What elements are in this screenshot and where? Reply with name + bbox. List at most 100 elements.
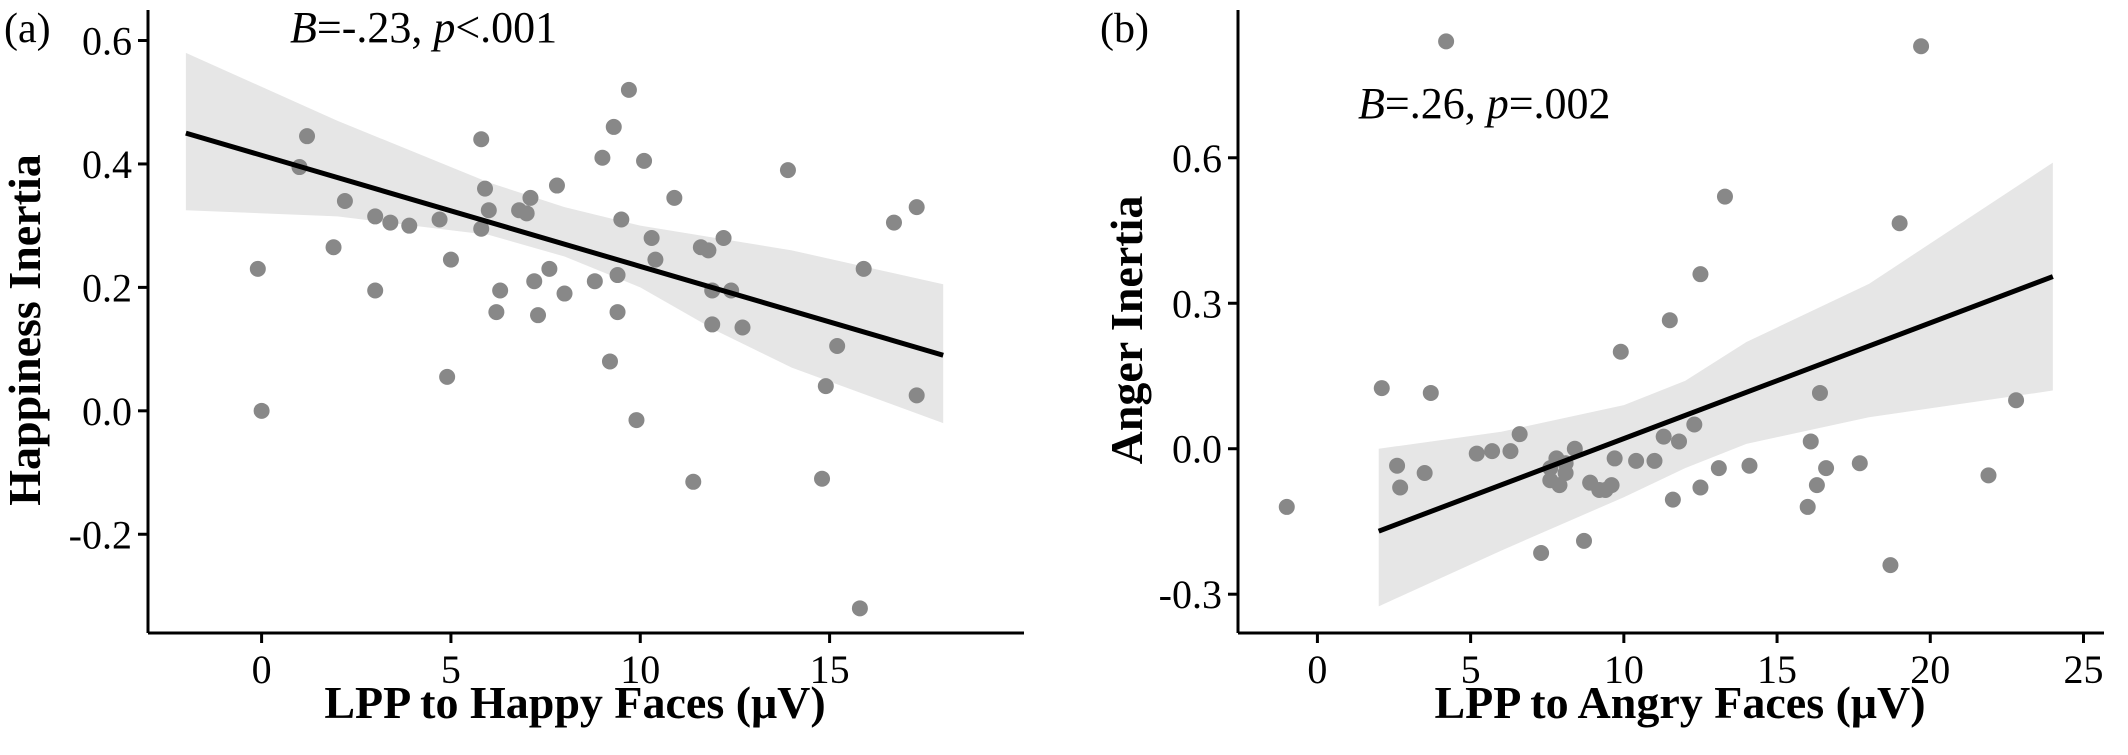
data-point [1851, 455, 1868, 472]
data-point [586, 273, 603, 290]
data-point [1603, 477, 1620, 494]
data-point [530, 307, 547, 324]
stats-annotation-part: =.26, [1385, 79, 1487, 128]
data-point [2008, 392, 2025, 409]
data-point [522, 189, 539, 206]
data-point [1655, 428, 1672, 445]
stats-annotation: B=-.23, p<.001 [290, 3, 557, 52]
data-point [1808, 477, 1825, 494]
data-point [1576, 532, 1593, 549]
data-point [1802, 433, 1819, 450]
y-tick-label: -0.3 [1159, 572, 1222, 617]
data-point [1913, 38, 1930, 55]
data-point [518, 205, 535, 222]
y-tick-label: 0.0 [1172, 427, 1222, 472]
data-point [1671, 433, 1687, 450]
data-point [1557, 464, 1574, 481]
data-point [401, 217, 418, 234]
stats-annotation-part: p [430, 3, 455, 52]
data-point [1799, 498, 1816, 515]
data-point [1533, 544, 1550, 561]
data-point [1664, 491, 1681, 508]
data-point [908, 199, 925, 216]
panel-label: (a) [4, 6, 51, 52]
data-point [541, 260, 558, 277]
y-axis-title: Anger Inertia [1101, 196, 1152, 465]
data-point [488, 304, 505, 321]
data-point [636, 152, 653, 169]
regression-line [1377, 274, 2054, 534]
y-tick-label: 0.0 [82, 389, 132, 434]
data-point [666, 189, 683, 206]
data-point [715, 230, 732, 247]
data-point [609, 304, 626, 321]
data-point [1502, 443, 1519, 460]
data-point [1818, 460, 1835, 477]
data-point [779, 162, 796, 179]
stats-annotation: B=.26, p=.002 [1358, 79, 1611, 128]
data-point [814, 470, 831, 487]
data-point [1741, 457, 1758, 474]
confidence-band [185, 52, 944, 424]
data-point [382, 214, 399, 231]
data-point [1416, 464, 1433, 481]
x-tick-label: 20 [1910, 647, 1950, 692]
data-point [367, 282, 384, 299]
x-tick-label: 15 [810, 647, 850, 692]
data-point [1278, 498, 1295, 515]
panel-label: (b) [1100, 6, 1149, 52]
data-point [1438, 33, 1455, 50]
data-point [442, 251, 459, 268]
y-axis-title: Happiness Inertia [0, 154, 50, 505]
data-point [1811, 384, 1828, 401]
data-point [526, 273, 543, 290]
data-point [299, 128, 316, 145]
data-point [480, 202, 497, 219]
data-point [336, 192, 353, 209]
data-point [647, 251, 664, 268]
x-tick-label: 10 [1604, 647, 1644, 692]
confidence-band [1378, 162, 2053, 607]
stats-annotation-part: B [290, 3, 317, 52]
data-point [473, 131, 490, 148]
stats-annotation-part: =-.23, [317, 3, 433, 52]
data-point [700, 242, 717, 259]
data-point [1422, 384, 1439, 401]
data-point [1646, 452, 1663, 469]
data-point [1389, 457, 1406, 474]
data-point [1692, 266, 1709, 283]
x-tick-label: 25 [2063, 647, 2103, 692]
stats-annotation-part: B [1358, 79, 1385, 128]
data-point [628, 412, 645, 429]
y-tick-label: 0.2 [82, 265, 132, 310]
data-point [704, 316, 721, 333]
stats-annotation-part: <.001 [455, 3, 557, 52]
data-point [556, 285, 573, 302]
data-point [431, 211, 448, 228]
data-point [1511, 426, 1528, 443]
data-point [1710, 460, 1727, 477]
data-point [1551, 477, 1568, 494]
data-point [1692, 479, 1709, 496]
data-point [908, 387, 925, 404]
data-point [605, 118, 622, 135]
data-point [1716, 188, 1733, 205]
data-point [601, 353, 618, 370]
stats-annotation-part: p [1484, 79, 1509, 128]
data-point [609, 267, 626, 284]
data-point [1392, 479, 1409, 496]
x-tick-label: 15 [1757, 647, 1797, 692]
data-point [643, 230, 660, 247]
data-point [817, 378, 834, 395]
data-point [1373, 380, 1390, 397]
data-point [492, 282, 509, 299]
data-point [1980, 467, 1997, 484]
data-point [1606, 450, 1623, 467]
data-point [620, 81, 637, 98]
data-point [855, 260, 872, 277]
data-point [613, 211, 630, 228]
data-point [1468, 445, 1485, 462]
data-point [1686, 416, 1703, 433]
data-point [1566, 440, 1583, 457]
